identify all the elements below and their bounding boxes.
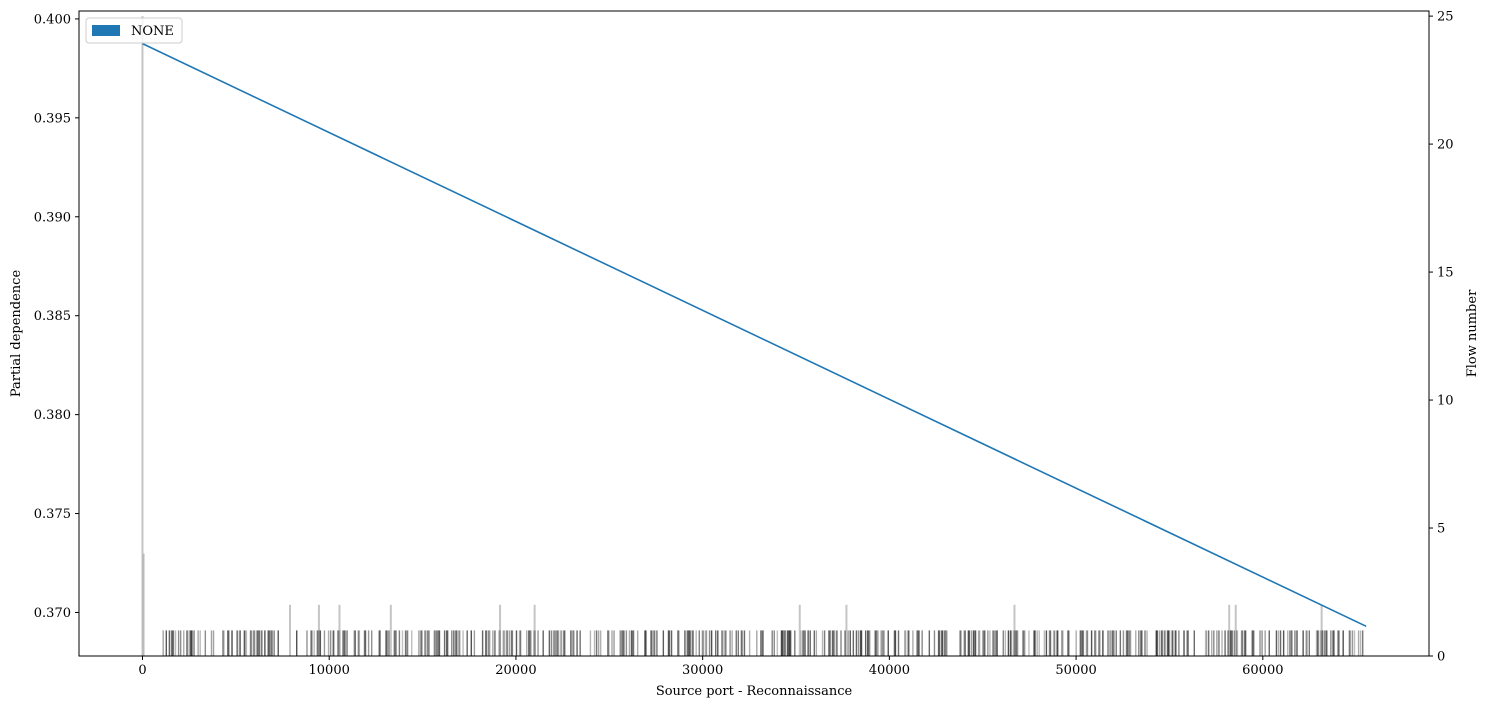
y2-axis-label: Flow number xyxy=(1465,289,1480,377)
x-tick-label: 40000 xyxy=(869,663,910,678)
flow-histogram xyxy=(141,16,1364,656)
x-tick-label: 60000 xyxy=(1242,663,1283,678)
y-tick-label: 0.380 xyxy=(34,408,71,423)
dependence-line-layer xyxy=(142,42,1367,628)
y-tick-label: 0.395 xyxy=(34,111,71,126)
y2-tick-label: 25 xyxy=(1437,10,1454,25)
series-line-none xyxy=(142,42,1367,628)
y2-tick-label: 0 xyxy=(1437,650,1445,665)
y-tick-label: 0.385 xyxy=(34,309,71,324)
x-tick-label: 50000 xyxy=(1055,663,1096,678)
y-tick-label: 0.370 xyxy=(34,606,71,621)
plot-frame xyxy=(78,10,1430,657)
x-tick-label: 0 xyxy=(138,663,146,678)
x-tick-label: 30000 xyxy=(682,663,723,678)
x-axis-label: Source port - Reconnaissance xyxy=(656,684,853,699)
x-tick-label: 10000 xyxy=(309,663,350,678)
legend-label: NONE xyxy=(131,24,174,39)
x-axis: 0 10000 20000 30000 40000 50000 60000 xyxy=(138,656,1283,678)
legend: NONE xyxy=(85,17,183,44)
legend-swatch xyxy=(92,25,120,36)
y-tick-label: 0.390 xyxy=(34,210,71,225)
x-tick-label: 20000 xyxy=(495,663,536,678)
y2-tick-label: 15 xyxy=(1437,266,1454,281)
legend-box xyxy=(85,17,183,44)
y-axis-left: 0.370 0.375 0.380 0.385 0.390 0.395 0.400 xyxy=(34,12,79,621)
y2-tick-label: 20 xyxy=(1437,138,1454,153)
y-tick-label: 0.400 xyxy=(34,12,71,27)
y-axis-right: 0 5 10 15 20 25 xyxy=(1429,10,1454,665)
y2-tick-label: 10 xyxy=(1437,394,1454,409)
y-tick-label: 0.375 xyxy=(34,507,71,522)
y-axis-label: Partial dependence xyxy=(9,270,24,398)
y2-tick-label: 5 xyxy=(1437,522,1445,537)
